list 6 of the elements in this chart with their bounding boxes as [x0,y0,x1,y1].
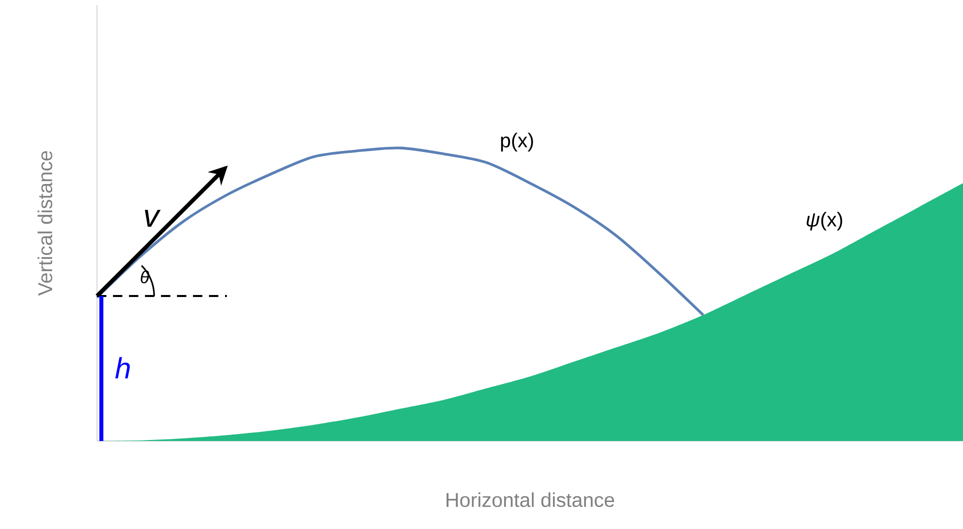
series-label: ψ(x) [806,212,842,231]
annotation: v [144,210,161,227]
x-axis-title: Horizontal distance [446,492,614,508]
annotation: h [115,357,130,378]
series-label: p(x) [501,132,533,152]
y-axis-title: Vertical distance [38,151,52,296]
